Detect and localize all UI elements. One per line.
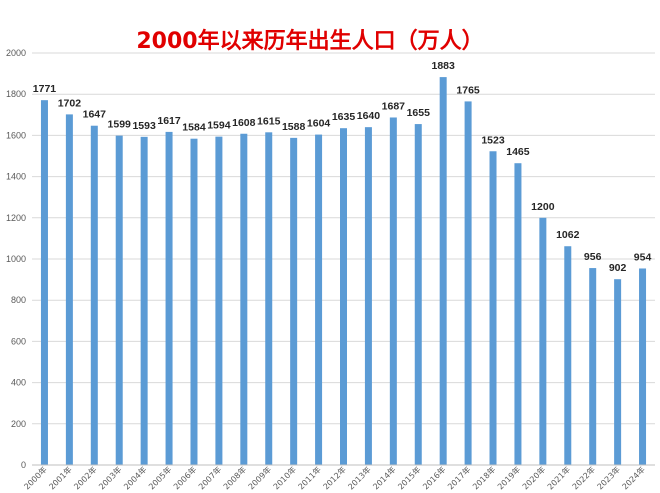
data-label: 1635 <box>332 111 356 123</box>
x-tick-label: 2006年 <box>171 464 198 491</box>
data-label: 1604 <box>307 118 331 130</box>
data-label: 1765 <box>456 84 480 96</box>
y-tick-label: 1800 <box>6 89 26 99</box>
x-tick-label: 2014年 <box>371 464 398 491</box>
x-tick-label: 2001年 <box>47 464 74 491</box>
data-label: 1647 <box>83 109 107 121</box>
bar <box>40 100 48 465</box>
x-tick-label: 2010年 <box>271 464 298 491</box>
y-tick-label: 0 <box>21 460 26 470</box>
bar <box>290 137 298 465</box>
y-axis-ticks: 0 200 400 600 800 1000 1200 1400 1600 1800 2000 <box>6 48 26 470</box>
data-label: 1593 <box>132 120 156 132</box>
data-label: 1465 <box>506 146 530 158</box>
data-label: 1584 <box>182 122 206 134</box>
bar <box>190 138 198 466</box>
x-tick-label: 2022年 <box>570 464 597 491</box>
bar <box>539 217 547 465</box>
data-label: 1523 <box>481 134 505 146</box>
y-tick-label: 1600 <box>6 130 26 140</box>
bar <box>90 125 98 465</box>
bar <box>315 134 323 466</box>
x-tick-label: 2009年 <box>246 464 273 491</box>
bar <box>514 163 522 465</box>
data-label: 1640 <box>357 110 381 122</box>
x-tick-label: 2012年 <box>321 464 348 491</box>
y-tick-label: 2000 <box>6 48 26 58</box>
y-tick-label: 400 <box>11 378 26 388</box>
bar <box>439 77 447 466</box>
chart-title: 2000年以来历年出生人口（万人） <box>136 28 483 54</box>
x-tick-label: 2018年 <box>470 464 497 491</box>
x-tick-label: 2002年 <box>72 464 99 491</box>
y-tick-label: 800 <box>11 295 26 305</box>
x-axis-ticks: 2000年2001年2002年2003年2004年2005年2006年2007年… <box>22 464 647 491</box>
bar <box>215 136 223 466</box>
x-tick-label: 2019年 <box>495 464 522 491</box>
data-label: 1687 <box>382 100 406 112</box>
x-tick-label: 2008年 <box>221 464 248 491</box>
x-tick-label: 2021年 <box>545 464 572 491</box>
data-label: 1062 <box>556 229 580 241</box>
bar <box>489 151 497 465</box>
y-tick-label: 1200 <box>6 213 26 223</box>
data-label: 1617 <box>157 115 181 127</box>
x-tick-label: 2020年 <box>520 464 547 491</box>
bar <box>65 114 73 465</box>
data-label: 1771 <box>33 83 57 95</box>
x-tick-label: 2024年 <box>620 464 647 491</box>
x-tick-label: 2013年 <box>346 464 373 491</box>
y-tick-label: 1400 <box>6 172 26 182</box>
x-tick-label: 2015年 <box>396 464 423 491</box>
bar <box>414 124 422 465</box>
data-label: 1702 <box>58 97 82 109</box>
x-tick-label: 2004年 <box>121 464 148 491</box>
bar <box>639 268 647 465</box>
bar <box>340 128 347 465</box>
data-label: 1655 <box>407 107 431 119</box>
bar <box>564 246 572 465</box>
bar <box>115 135 123 465</box>
bar <box>165 131 173 465</box>
bar <box>589 268 597 465</box>
bar <box>265 132 273 465</box>
data-label: 1588 <box>282 121 306 133</box>
data-label: 902 <box>609 262 627 274</box>
x-tick-label: 2016年 <box>420 464 447 491</box>
x-tick-label: 2011年 <box>296 464 323 491</box>
bar <box>464 101 472 465</box>
x-tick-label: 2007年 <box>196 464 223 491</box>
x-tick-label: 2017年 <box>445 464 472 491</box>
bar <box>614 279 622 465</box>
bar <box>240 133 248 465</box>
x-tick-label: 2023年 <box>595 464 622 491</box>
bar <box>389 117 397 465</box>
y-tick-label: 200 <box>11 419 26 429</box>
x-tick-label: 2005年 <box>146 464 173 491</box>
y-tick-label: 600 <box>11 336 26 346</box>
y-tick-label: 1000 <box>6 254 26 264</box>
bar <box>140 136 148 466</box>
data-label: 954 <box>634 251 652 263</box>
data-label: 1608 <box>232 117 256 129</box>
bar <box>364 127 372 465</box>
x-tick-label: 2003年 <box>97 464 124 491</box>
data-label: 1599 <box>108 119 132 131</box>
data-label: 1883 <box>432 60 456 72</box>
data-label: 956 <box>584 251 602 263</box>
data-label: 1594 <box>207 120 231 132</box>
bars <box>40 77 647 466</box>
data-label: 1615 <box>257 115 281 127</box>
data-label: 1200 <box>531 201 555 213</box>
